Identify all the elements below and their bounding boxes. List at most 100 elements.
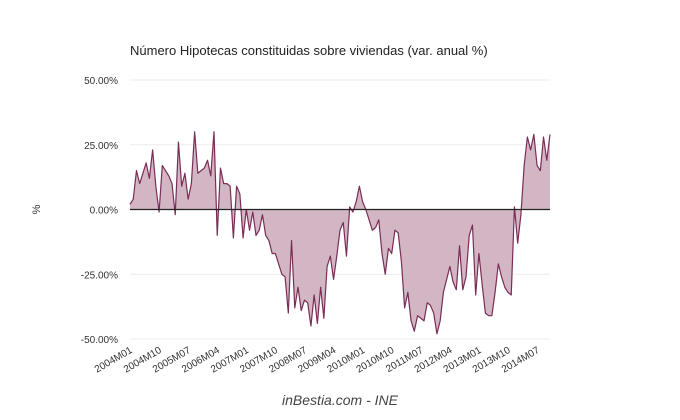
data-point — [288, 313, 289, 314]
data-point — [330, 256, 331, 257]
data-point — [440, 320, 441, 321]
data-point — [194, 131, 195, 132]
data-point — [133, 199, 134, 200]
data-point — [433, 313, 434, 314]
data-point — [352, 211, 353, 212]
data-point — [517, 243, 518, 244]
data-point — [378, 219, 379, 220]
data-point — [291, 240, 292, 241]
data-point — [136, 170, 137, 171]
data-point — [239, 193, 240, 194]
data-point — [494, 292, 495, 293]
data-point — [478, 253, 479, 254]
data-point — [307, 302, 308, 303]
data-point — [281, 274, 282, 275]
data-point — [175, 214, 176, 215]
data-point — [265, 235, 266, 236]
data-point — [485, 313, 486, 314]
data-point — [310, 325, 311, 326]
data-point — [549, 134, 550, 135]
data-point — [326, 266, 327, 267]
y-axis-label: % — [31, 204, 43, 214]
data-point — [259, 230, 260, 231]
data-point — [427, 302, 428, 303]
data-point — [149, 178, 150, 179]
data-point — [297, 287, 298, 288]
data-point — [504, 287, 505, 288]
data-point — [472, 224, 473, 225]
data-point — [491, 315, 492, 316]
data-point — [275, 253, 276, 254]
data-point — [317, 323, 318, 324]
data-point — [268, 240, 269, 241]
y-tick-label: 0.00% — [90, 206, 118, 217]
data-point — [226, 183, 227, 184]
data-point — [372, 230, 373, 231]
data-point — [152, 149, 153, 150]
data-point — [469, 235, 470, 236]
data-point — [349, 206, 350, 207]
data-point — [320, 287, 321, 288]
data-point — [210, 175, 211, 176]
data-point — [368, 219, 369, 220]
y-tick-label: 50.00% — [84, 76, 118, 87]
source-caption: inBestia.com - INE — [282, 392, 398, 408]
data-point — [158, 211, 159, 212]
series-area — [130, 131, 550, 334]
data-point — [475, 294, 476, 295]
y-tick-label: 25.00% — [84, 141, 118, 152]
data-point — [511, 294, 512, 295]
data-point — [314, 294, 315, 295]
data-point — [217, 235, 218, 236]
chart-title: Número Hipotecas constituidas sobre vivi… — [130, 43, 488, 58]
data-point — [223, 183, 224, 184]
data-point — [456, 289, 457, 290]
data-point — [520, 214, 521, 215]
data-point — [142, 173, 143, 174]
data-point — [459, 245, 460, 246]
data-point — [233, 237, 234, 238]
data-point — [443, 292, 444, 293]
data-point — [414, 331, 415, 332]
data-point — [200, 170, 201, 171]
data-point — [146, 162, 147, 163]
data-point — [465, 276, 466, 277]
series-line — [129, 131, 551, 335]
data-point — [284, 276, 285, 277]
data-point — [171, 183, 172, 184]
data-point — [540, 170, 541, 171]
data-point — [230, 186, 231, 187]
data-point — [236, 186, 237, 187]
data-point — [323, 318, 324, 319]
data-point — [420, 318, 421, 319]
data-point — [536, 165, 537, 166]
data-point — [452, 281, 453, 282]
data-point — [178, 142, 179, 143]
data-point — [417, 315, 418, 316]
data-point — [524, 165, 525, 166]
data-point — [449, 266, 450, 267]
data-point — [197, 173, 198, 174]
data-point — [410, 320, 411, 321]
data-point — [546, 160, 547, 161]
data-point — [220, 167, 221, 168]
data-point — [346, 256, 347, 257]
data-point — [381, 253, 382, 254]
data-point — [398, 232, 399, 233]
data-point — [139, 183, 140, 184]
data-point — [407, 292, 408, 293]
y-tick-label: -25.00% — [81, 270, 118, 281]
data-point — [514, 206, 515, 207]
data-point — [436, 333, 437, 334]
data-point — [155, 186, 156, 187]
data-point — [304, 300, 305, 301]
data-point — [543, 136, 544, 137]
data-point — [359, 186, 360, 187]
data-point — [385, 274, 386, 275]
data-point — [181, 186, 182, 187]
data-point — [501, 276, 502, 277]
data-point — [423, 320, 424, 321]
data-point — [188, 199, 189, 200]
data-point — [272, 253, 273, 254]
